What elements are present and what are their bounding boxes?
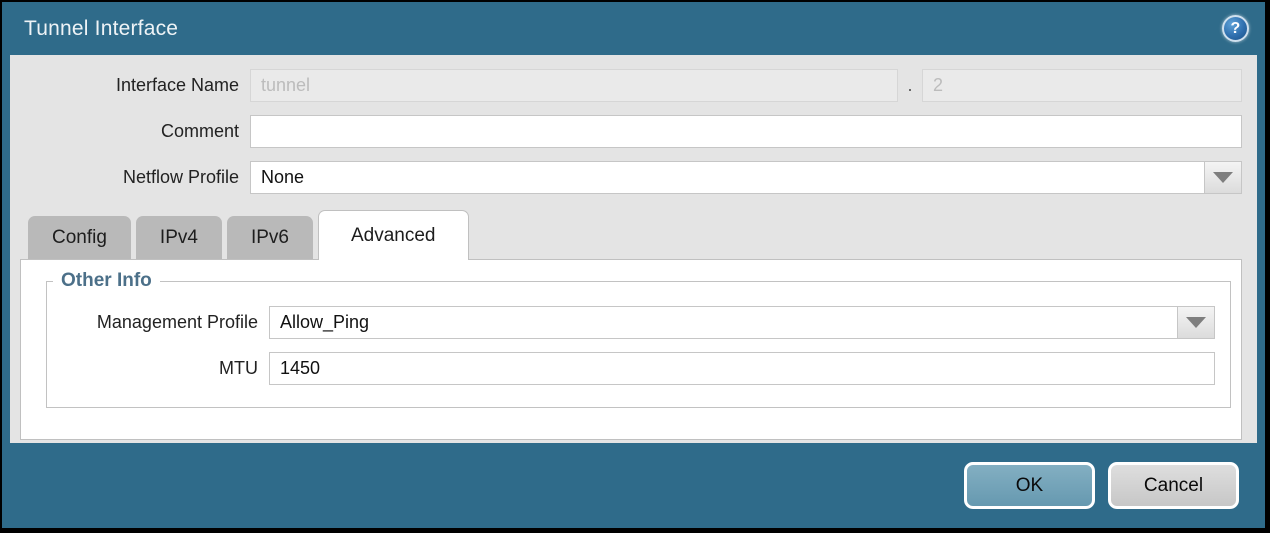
interface-name-controls: . xyxy=(250,69,1242,102)
netflow-profile-dropdown-button[interactable] xyxy=(1204,162,1241,193)
management-profile-dropdown-button[interactable] xyxy=(1177,307,1214,338)
netflow-profile-row: Netflow Profile None xyxy=(10,161,1242,194)
interface-name-input xyxy=(250,69,898,102)
other-info-group: Other Info Management Profile Allow_Ping xyxy=(46,270,1231,408)
mtu-controls xyxy=(269,352,1215,385)
mtu-label: MTU xyxy=(219,358,258,378)
comment-label: Comment xyxy=(160,121,239,141)
tab-config[interactable]: Config xyxy=(28,216,131,259)
tab-ipv4[interactable]: IPv4 xyxy=(135,216,222,259)
netflow-profile-dropdown[interactable]: None xyxy=(250,161,1242,194)
comment-controls xyxy=(250,115,1242,148)
comment-row: Comment xyxy=(10,115,1242,148)
help-icon[interactable]: ? xyxy=(1222,15,1249,42)
management-profile-value: Allow_Ping xyxy=(280,312,370,332)
ok-button[interactable]: OK xyxy=(964,462,1095,509)
netflow-profile-label: Netflow Profile xyxy=(122,167,239,187)
tab-bar: Config IPv4 IPv6 Advanced xyxy=(10,209,1242,260)
chevron-down-icon xyxy=(1186,317,1206,328)
cancel-button[interactable]: Cancel xyxy=(1108,462,1239,509)
management-profile-row: Management Profile Allow_Ping xyxy=(47,306,1215,339)
tab-advanced[interactable]: Advanced xyxy=(317,210,469,260)
dialog-body: Interface Name . Comment Netflow Profile… xyxy=(10,55,1257,443)
management-profile-label: Management Profile xyxy=(96,312,258,332)
advanced-tab-panel: Other Info Management Profile Allow_Ping xyxy=(20,259,1242,440)
mtu-input[interactable] xyxy=(269,352,1215,385)
chevron-down-icon xyxy=(1213,172,1233,183)
mtu-row: MTU xyxy=(47,352,1215,385)
dialog-footer: OK Cancel xyxy=(2,443,1265,528)
subinterface-number-input xyxy=(922,69,1242,102)
other-info-group-title: Other Info xyxy=(61,270,152,291)
interface-name-separator: . xyxy=(907,75,913,95)
tab-ipv6[interactable]: IPv6 xyxy=(226,216,313,259)
management-profile-controls: Allow_Ping xyxy=(269,306,1215,339)
comment-input[interactable] xyxy=(250,115,1242,148)
netflow-profile-controls: None xyxy=(250,161,1242,194)
dialog-title: Tunnel Interface xyxy=(24,16,179,40)
interface-name-row: Interface Name . xyxy=(10,69,1242,102)
interface-name-label: Interface Name xyxy=(115,75,239,95)
management-profile-dropdown[interactable]: Allow_Ping xyxy=(269,306,1215,339)
netflow-profile-value: None xyxy=(261,167,305,187)
dialog-titlebar: Tunnel Interface ? xyxy=(2,2,1265,55)
